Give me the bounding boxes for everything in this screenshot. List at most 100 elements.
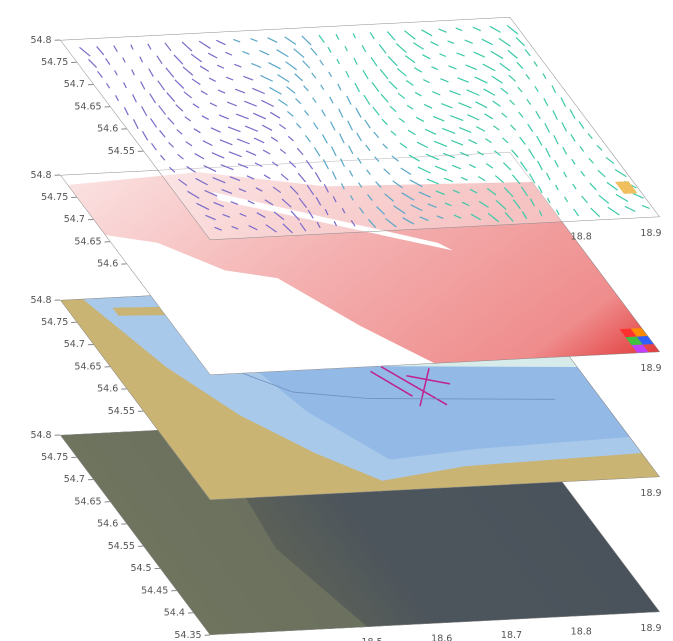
wind-vector (333, 221, 338, 226)
wind-vector (504, 187, 513, 196)
wind-vector (444, 178, 453, 182)
wind-vector (560, 122, 569, 131)
wind-vector (518, 87, 522, 92)
wind-vector (384, 169, 390, 175)
wind-vector (363, 95, 371, 105)
wind-vector (205, 190, 218, 197)
wind-vector (465, 40, 473, 44)
wind-vector (527, 124, 533, 132)
wind-vector (441, 103, 452, 108)
wind-vector (122, 82, 128, 88)
wind-vector (410, 180, 423, 187)
wind-vector (97, 46, 104, 55)
layer-base (60, 17, 660, 240)
wind-vector (361, 45, 367, 52)
wind-vector (290, 186, 298, 195)
wind-vector (204, 165, 216, 172)
wind-vector (255, 163, 262, 167)
lat-label: 54.65 (74, 101, 101, 112)
lat-label: 54.6 (97, 124, 118, 135)
wind-vector (383, 144, 388, 149)
wind-vector (89, 59, 97, 67)
lat-label: 54.7 (64, 214, 85, 225)
wind-vector (196, 178, 208, 185)
wind-vector (282, 199, 291, 208)
wind-vector (273, 187, 281, 193)
wind-vector (467, 114, 479, 120)
wind-vector (417, 142, 428, 148)
wind-vector (449, 66, 457, 70)
wind-vector (517, 62, 523, 68)
wind-vector (460, 152, 469, 156)
wind-vector (238, 163, 248, 168)
wind-vector (538, 211, 543, 216)
wind-vector (554, 185, 559, 190)
wind-vector (449, 90, 460, 95)
wind-vector (380, 69, 388, 79)
wind-vector (440, 54, 446, 57)
wind-vector (327, 47, 332, 52)
wind-vector (409, 155, 420, 162)
wind-vector (263, 150, 270, 154)
wind-vector (320, 85, 324, 90)
wind-vector (166, 68, 174, 78)
wind-vector (288, 136, 293, 141)
wind-vector (433, 116, 444, 121)
wind-vector (419, 192, 431, 198)
wind-vector (328, 72, 333, 77)
wind-vector (520, 162, 527, 171)
route-line (393, 368, 456, 406)
wind-vector (550, 85, 557, 92)
wind-vector (473, 27, 481, 31)
lat-label: 54.8 (30, 295, 51, 306)
wind-vector (358, 183, 362, 188)
wind-vector (599, 195, 609, 204)
wind-vector (476, 126, 485, 131)
wind-vector (442, 128, 455, 134)
lon-label: 18.7 (501, 630, 522, 641)
wind-vector (185, 117, 191, 122)
lat-label: 54.45 (141, 585, 168, 596)
wind-vector (401, 168, 411, 175)
wind-vector (527, 99, 531, 104)
wind-vector (105, 58, 110, 64)
wind-vector (296, 123, 301, 128)
wind-vector (303, 61, 310, 68)
wind-vector (428, 204, 437, 208)
wind-vector (642, 205, 650, 209)
wind-vector (313, 123, 318, 130)
wind-vector (130, 45, 135, 50)
wind-vector (492, 76, 503, 84)
wind-vector (174, 55, 183, 64)
layer-border (60, 152, 660, 375)
wind-vector (435, 166, 447, 171)
wind-vector (495, 175, 503, 182)
wind-vector (591, 208, 600, 217)
lat-label: 54.6 (97, 259, 118, 270)
wind-vector (261, 100, 273, 107)
wind-vector (209, 78, 216, 82)
wind-vector (313, 147, 321, 156)
wind-vector (278, 74, 290, 82)
wind-vector (453, 190, 460, 193)
wind-vector (233, 39, 240, 42)
wind-vector (285, 37, 296, 45)
wind-vector (114, 95, 119, 101)
lat-label: 54.6 (97, 384, 118, 395)
wind-vector (227, 102, 237, 106)
wind-vector (374, 132, 379, 138)
wind-vector (391, 131, 396, 136)
wind-vector (237, 138, 250, 144)
wind-vector (228, 127, 240, 133)
layer-border (60, 17, 660, 240)
land-area (60, 429, 368, 635)
wind-vector (329, 122, 338, 131)
wind-vector (197, 203, 209, 210)
wind-vector (571, 159, 575, 164)
wind-vector (393, 181, 403, 189)
wind-vector (141, 131, 149, 140)
color-block (636, 336, 655, 345)
wind-vector (187, 166, 196, 172)
wind-vector (194, 129, 201, 133)
wind-vector (452, 165, 461, 169)
